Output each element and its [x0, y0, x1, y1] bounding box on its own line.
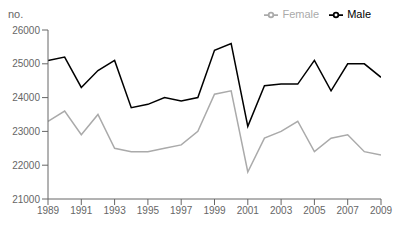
html-text:Male: Male: [347, 8, 371, 20]
svg-text:1995: 1995: [137, 205, 160, 216]
svg-text:2001: 2001: [237, 205, 260, 216]
html-text:Female: Female: [282, 8, 320, 20]
html-text:no.: no.: [8, 8, 24, 20]
svg-text:1997: 1997: [170, 205, 193, 216]
svg-text:26000: 26000: [12, 25, 40, 36]
svg-text:2003: 2003: [270, 205, 293, 216]
svg-text:1999: 1999: [203, 205, 226, 216]
svg-text:22000: 22000: [12, 160, 40, 171]
svg-text:1993: 1993: [103, 205, 126, 216]
svg-text:25000: 25000: [12, 58, 40, 69]
svg-text:21000: 21000: [12, 194, 40, 205]
svg-text:1991: 1991: [70, 205, 93, 216]
svg-text:2009: 2009: [370, 205, 389, 216]
svg-text:23000: 23000: [12, 126, 40, 137]
svg-text:24000: 24000: [12, 92, 40, 103]
svg-text:2005: 2005: [303, 205, 326, 216]
svg-text:2007: 2007: [337, 205, 360, 216]
svg-text:1989: 1989: [37, 205, 60, 216]
